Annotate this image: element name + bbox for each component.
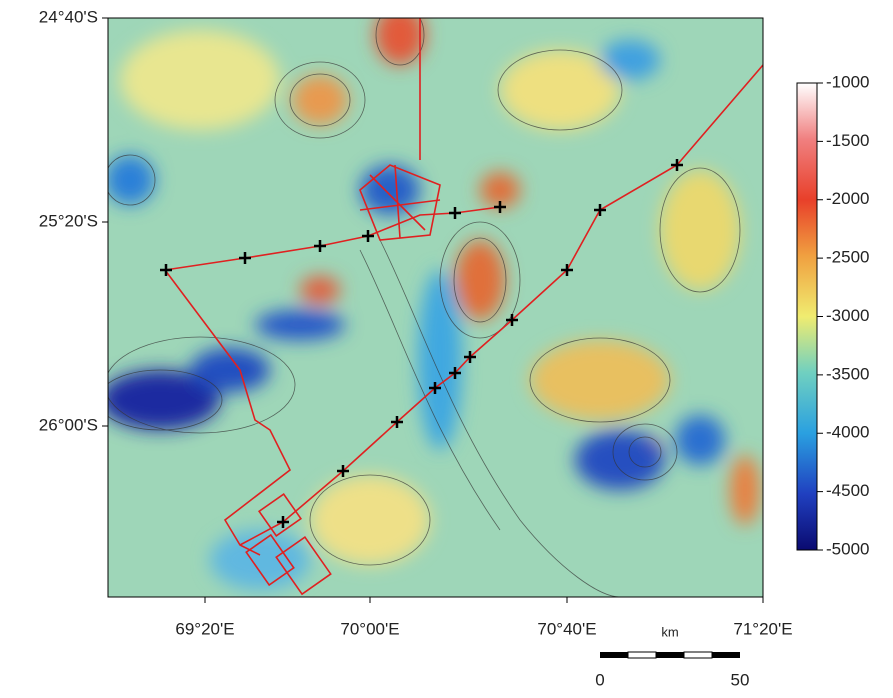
colorbar-label: -3000 [826,306,869,325]
colorbar-label: -3500 [826,364,869,383]
colorbar-label: -1000 [826,72,869,91]
map-figure: km 0 50 24°40'S 25°20'S 26°00'S 69°20'E 70°0… [0,0,893,693]
lon-label: 70°00'E [340,619,399,638]
bathymetry [98,5,763,597]
colorbar-label: -1500 [826,131,869,150]
colorbar-label: -2000 [826,189,869,208]
colorbar-label: -5000 [826,539,869,558]
lat-label: 24°40'S [39,7,98,26]
scale-label: 50 [731,670,750,689]
lon-label: 69°20'E [175,619,234,638]
scale-label: 0 [595,670,604,689]
colorbar-label: -4000 [826,423,869,442]
lat-label: 25°20'S [39,211,98,230]
colorbar [797,83,817,550]
scale-unit: km [661,624,678,639]
lon-label: 70°40'E [537,619,596,638]
colorbar-label: -4500 [826,481,869,500]
scale-bar: km 0 50 [595,624,749,689]
lat-label: 26°00'S [39,415,98,434]
colorbar-label: -2500 [826,248,869,267]
lon-label: 71°20'E [733,619,792,638]
